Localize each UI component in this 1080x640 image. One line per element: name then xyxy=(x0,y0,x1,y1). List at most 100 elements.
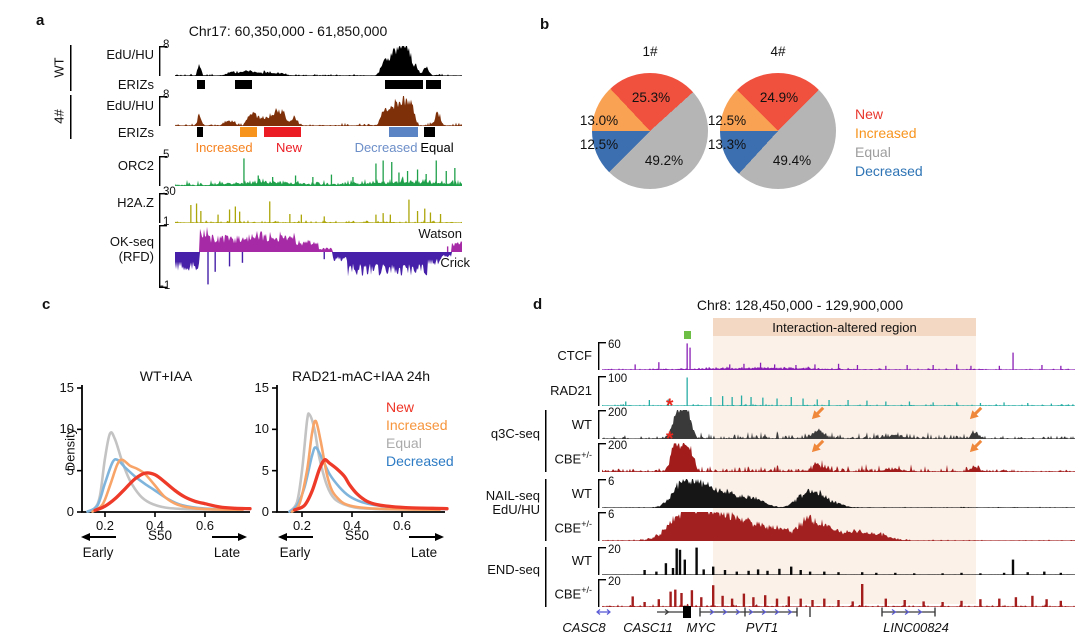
legend-c-New: New xyxy=(386,399,415,415)
panel-a-h2az-track xyxy=(175,199,462,223)
track-label-q3c-wt: WT xyxy=(492,417,592,432)
s50-label-1: S50 xyxy=(344,528,370,543)
panel-d-end-cbe-track xyxy=(602,584,1075,607)
legend-b-Equal: Equal xyxy=(855,144,891,160)
scale-end-cbe: 20 xyxy=(608,576,621,588)
group-bracket xyxy=(70,45,72,91)
track-label-nail-wt: WT xyxy=(492,486,592,501)
density-plot-1 xyxy=(272,385,449,541)
track-label-rad21: RAD21 xyxy=(492,383,592,398)
gene-label-MYC: MYC xyxy=(686,620,716,635)
early-label-0: Early xyxy=(82,545,114,560)
pie-pct-1#-Increased: 13.0% xyxy=(579,113,619,128)
eriz-box xyxy=(240,127,257,137)
track-label-mut-edu: EdU/HU xyxy=(106,98,154,113)
track-label-end-cbe-text: CBE xyxy=(554,586,582,602)
ytick-0-0: 0 xyxy=(66,504,74,519)
pie-title-1#: 1# xyxy=(642,44,658,59)
track-label-wt-edu: EdU/HU xyxy=(106,47,154,62)
curve-equal xyxy=(86,431,244,513)
plot-title-rad21: RAD21-mAC+IAA 24h xyxy=(291,368,431,384)
panel-d-q3c-cbe-track xyxy=(602,443,1075,472)
panel-b-label: b xyxy=(540,16,550,33)
group-label-END-seq: END-seq xyxy=(487,562,540,577)
density-plot-0 xyxy=(77,385,252,541)
interaction-region-banner: Interaction-altered region xyxy=(713,318,976,336)
track-label-ctcf: CTCF xyxy=(492,348,592,363)
pie-pct-1#-Decreased: 12.5% xyxy=(579,137,619,152)
ytick-0-10: 10 xyxy=(59,421,74,437)
track-label-q3c-cbe: CBE+/- xyxy=(492,450,593,466)
track-label-nail-cbe-text: CBE xyxy=(554,519,582,535)
group-label-q3C-seq: q3C-seq xyxy=(490,426,540,441)
scale-ctcf: 60 xyxy=(608,339,621,351)
track-label-mut-eriz: ERIZs xyxy=(117,125,154,140)
track-label-okseq-1: OK-seq xyxy=(109,234,154,249)
panel-a-wt-edu-track xyxy=(175,46,462,76)
late-arrow-icon xyxy=(238,533,247,541)
xtick-1-0.4: 0.4 xyxy=(342,518,362,533)
track-label-nail-cbe-sup: +/- xyxy=(581,518,592,529)
scale-q3c-cbe: 200 xyxy=(608,440,628,452)
scale-mut-edu: 8 xyxy=(163,89,170,101)
eriz-class-label-Equal: Equal xyxy=(420,140,454,155)
eriz-box xyxy=(424,127,435,137)
orange-arrow-icon xyxy=(811,406,825,420)
group-label-EdU/HU: EdU/HU xyxy=(492,502,540,517)
orange-arrow-icon xyxy=(811,439,825,453)
track-label-ctcf-text: CTCF xyxy=(557,348,592,363)
pie-title-4#: 4# xyxy=(770,44,786,59)
panel-a-label: a xyxy=(36,12,45,29)
panel-d-q3c-wt-track xyxy=(602,410,1075,439)
pie-pct-4#-Decreased: 13.3% xyxy=(707,137,747,152)
pie-pct-4#-New: 24.9% xyxy=(759,90,799,105)
pie-4# xyxy=(720,73,836,189)
ytick-1-15: 15 xyxy=(254,379,269,395)
late-arrow-icon xyxy=(435,533,444,541)
panel-c-label: c xyxy=(42,296,51,313)
scale-orc2: 5 xyxy=(163,149,170,161)
interaction-region-highlight xyxy=(713,336,976,604)
panel-a-title: Chr17: 60,350,000 - 61,850,000 xyxy=(188,23,388,39)
curve-increased xyxy=(290,419,441,513)
gene-label-CASC11: CASC11 xyxy=(623,620,673,635)
eriz-class-label-Decreased: Decreased xyxy=(354,140,418,155)
legend-c-Decreased: Decreased xyxy=(386,453,454,469)
track-label-end-cbe-sup: +/- xyxy=(581,585,592,595)
pie-pct-4#-Equal: 49.4% xyxy=(772,153,812,168)
panel-d-title: Chr8: 128,450,000 - 129,900,000 xyxy=(696,297,904,313)
eriz-box xyxy=(235,80,253,89)
eriz-box xyxy=(384,80,424,89)
panel-a-okseq-track xyxy=(175,226,462,285)
track-label-q3c-wt-text: WT xyxy=(571,416,592,432)
ytick-1-0: 0 xyxy=(261,504,269,519)
xtick-1-0.2: 0.2 xyxy=(292,518,312,533)
track-label-h2az: H2A.Z xyxy=(117,195,154,210)
legend-c-Equal: Equal xyxy=(386,435,422,451)
ytick-0-15: 15 xyxy=(59,379,74,395)
track-label-end-wt: WT xyxy=(492,553,592,568)
early-arrow-icon xyxy=(278,533,287,541)
ytick-0-5: 5 xyxy=(66,462,74,478)
gene-track xyxy=(596,606,936,618)
track-label-okseq-2: (RFD) xyxy=(118,249,154,264)
scale-ok-top: 1 xyxy=(163,216,170,228)
legend-b-Increased: Increased xyxy=(855,125,917,141)
orange-arrow-icon xyxy=(969,439,983,453)
pie-1# xyxy=(592,73,708,189)
gene-label-PVT1: PVT1 xyxy=(745,620,779,635)
panel-d-label: d xyxy=(533,296,543,313)
orange-arrow-icon xyxy=(969,406,983,420)
legend-c-Increased: Increased xyxy=(386,417,448,433)
group-bracket xyxy=(545,410,547,472)
panel-d-end-wt-track xyxy=(602,547,1075,575)
eriz-class-label-New: New xyxy=(275,140,302,155)
plot-title-wt-iaa: WT+IAA xyxy=(139,368,193,384)
xtick-0-0.6: 0.6 xyxy=(195,518,215,533)
xtick-1-0.6: 0.6 xyxy=(392,518,412,533)
track-label-end-cbe: CBE+/- xyxy=(492,585,593,602)
track-label-orc2: ORC2 xyxy=(117,158,154,173)
late-label-1: Late xyxy=(410,545,438,560)
track-label-nail-wt-text: WT xyxy=(571,485,592,501)
